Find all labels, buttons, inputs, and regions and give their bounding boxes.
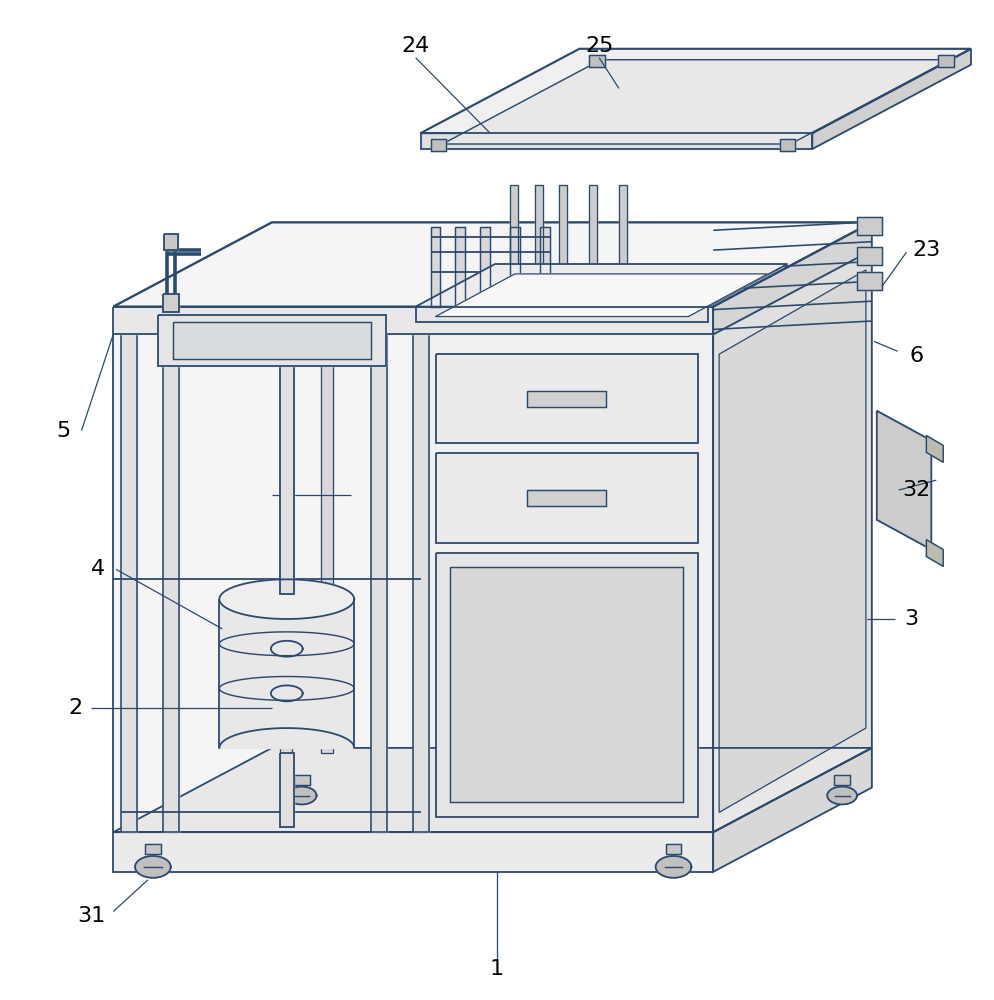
Polygon shape (321, 255, 333, 753)
Text: 4: 4 (91, 559, 105, 579)
Polygon shape (415, 307, 708, 322)
Polygon shape (293, 775, 309, 785)
Polygon shape (173, 322, 371, 359)
Polygon shape (435, 553, 699, 817)
Polygon shape (145, 844, 161, 854)
Polygon shape (827, 787, 857, 804)
Polygon shape (280, 344, 293, 594)
Text: 3: 3 (905, 609, 918, 629)
Polygon shape (420, 133, 812, 149)
Polygon shape (455, 227, 465, 307)
Polygon shape (619, 185, 627, 264)
Polygon shape (926, 436, 943, 462)
Polygon shape (535, 185, 543, 264)
Polygon shape (415, 264, 787, 307)
Polygon shape (435, 274, 767, 317)
Polygon shape (442, 60, 949, 144)
Text: 23: 23 (912, 240, 940, 260)
Polygon shape (713, 222, 872, 334)
Polygon shape (656, 856, 692, 878)
Text: 24: 24 (402, 36, 429, 56)
Polygon shape (450, 567, 684, 802)
Polygon shape (420, 334, 713, 832)
Text: 6: 6 (910, 346, 923, 366)
Polygon shape (877, 411, 931, 550)
Polygon shape (435, 354, 699, 443)
Polygon shape (666, 844, 682, 854)
Polygon shape (527, 490, 606, 506)
Text: 25: 25 (584, 36, 613, 56)
Polygon shape (510, 185, 518, 264)
Polygon shape (527, 391, 606, 407)
Polygon shape (435, 453, 699, 543)
Polygon shape (560, 185, 568, 264)
Polygon shape (163, 334, 179, 832)
Polygon shape (812, 49, 971, 149)
Polygon shape (220, 599, 354, 748)
Polygon shape (113, 832, 713, 872)
Polygon shape (113, 748, 872, 832)
Polygon shape (121, 334, 137, 832)
Polygon shape (164, 234, 178, 250)
Polygon shape (589, 55, 605, 67)
Polygon shape (287, 787, 316, 804)
Polygon shape (430, 227, 440, 307)
Polygon shape (413, 334, 428, 832)
Polygon shape (926, 540, 943, 566)
Text: 5: 5 (57, 421, 71, 441)
Polygon shape (113, 334, 420, 832)
Polygon shape (857, 217, 882, 235)
Polygon shape (371, 334, 387, 832)
Text: 1: 1 (490, 959, 504, 979)
Polygon shape (113, 222, 872, 307)
Polygon shape (220, 579, 354, 619)
Polygon shape (834, 775, 850, 785)
Polygon shape (430, 139, 446, 151)
Text: 2: 2 (69, 698, 83, 718)
Polygon shape (779, 139, 795, 151)
Polygon shape (135, 856, 171, 878)
Polygon shape (713, 748, 872, 872)
Polygon shape (719, 270, 866, 812)
Polygon shape (857, 247, 882, 265)
Polygon shape (938, 55, 954, 67)
Text: 32: 32 (903, 480, 930, 500)
Polygon shape (163, 294, 179, 312)
Polygon shape (280, 753, 293, 827)
Polygon shape (713, 250, 872, 832)
Text: 31: 31 (78, 906, 105, 926)
Polygon shape (510, 227, 520, 307)
Polygon shape (480, 227, 490, 307)
Polygon shape (113, 307, 713, 334)
Polygon shape (420, 49, 971, 133)
Polygon shape (280, 255, 291, 753)
Polygon shape (158, 315, 386, 366)
Polygon shape (540, 227, 550, 307)
Polygon shape (857, 272, 882, 290)
Polygon shape (589, 185, 597, 264)
